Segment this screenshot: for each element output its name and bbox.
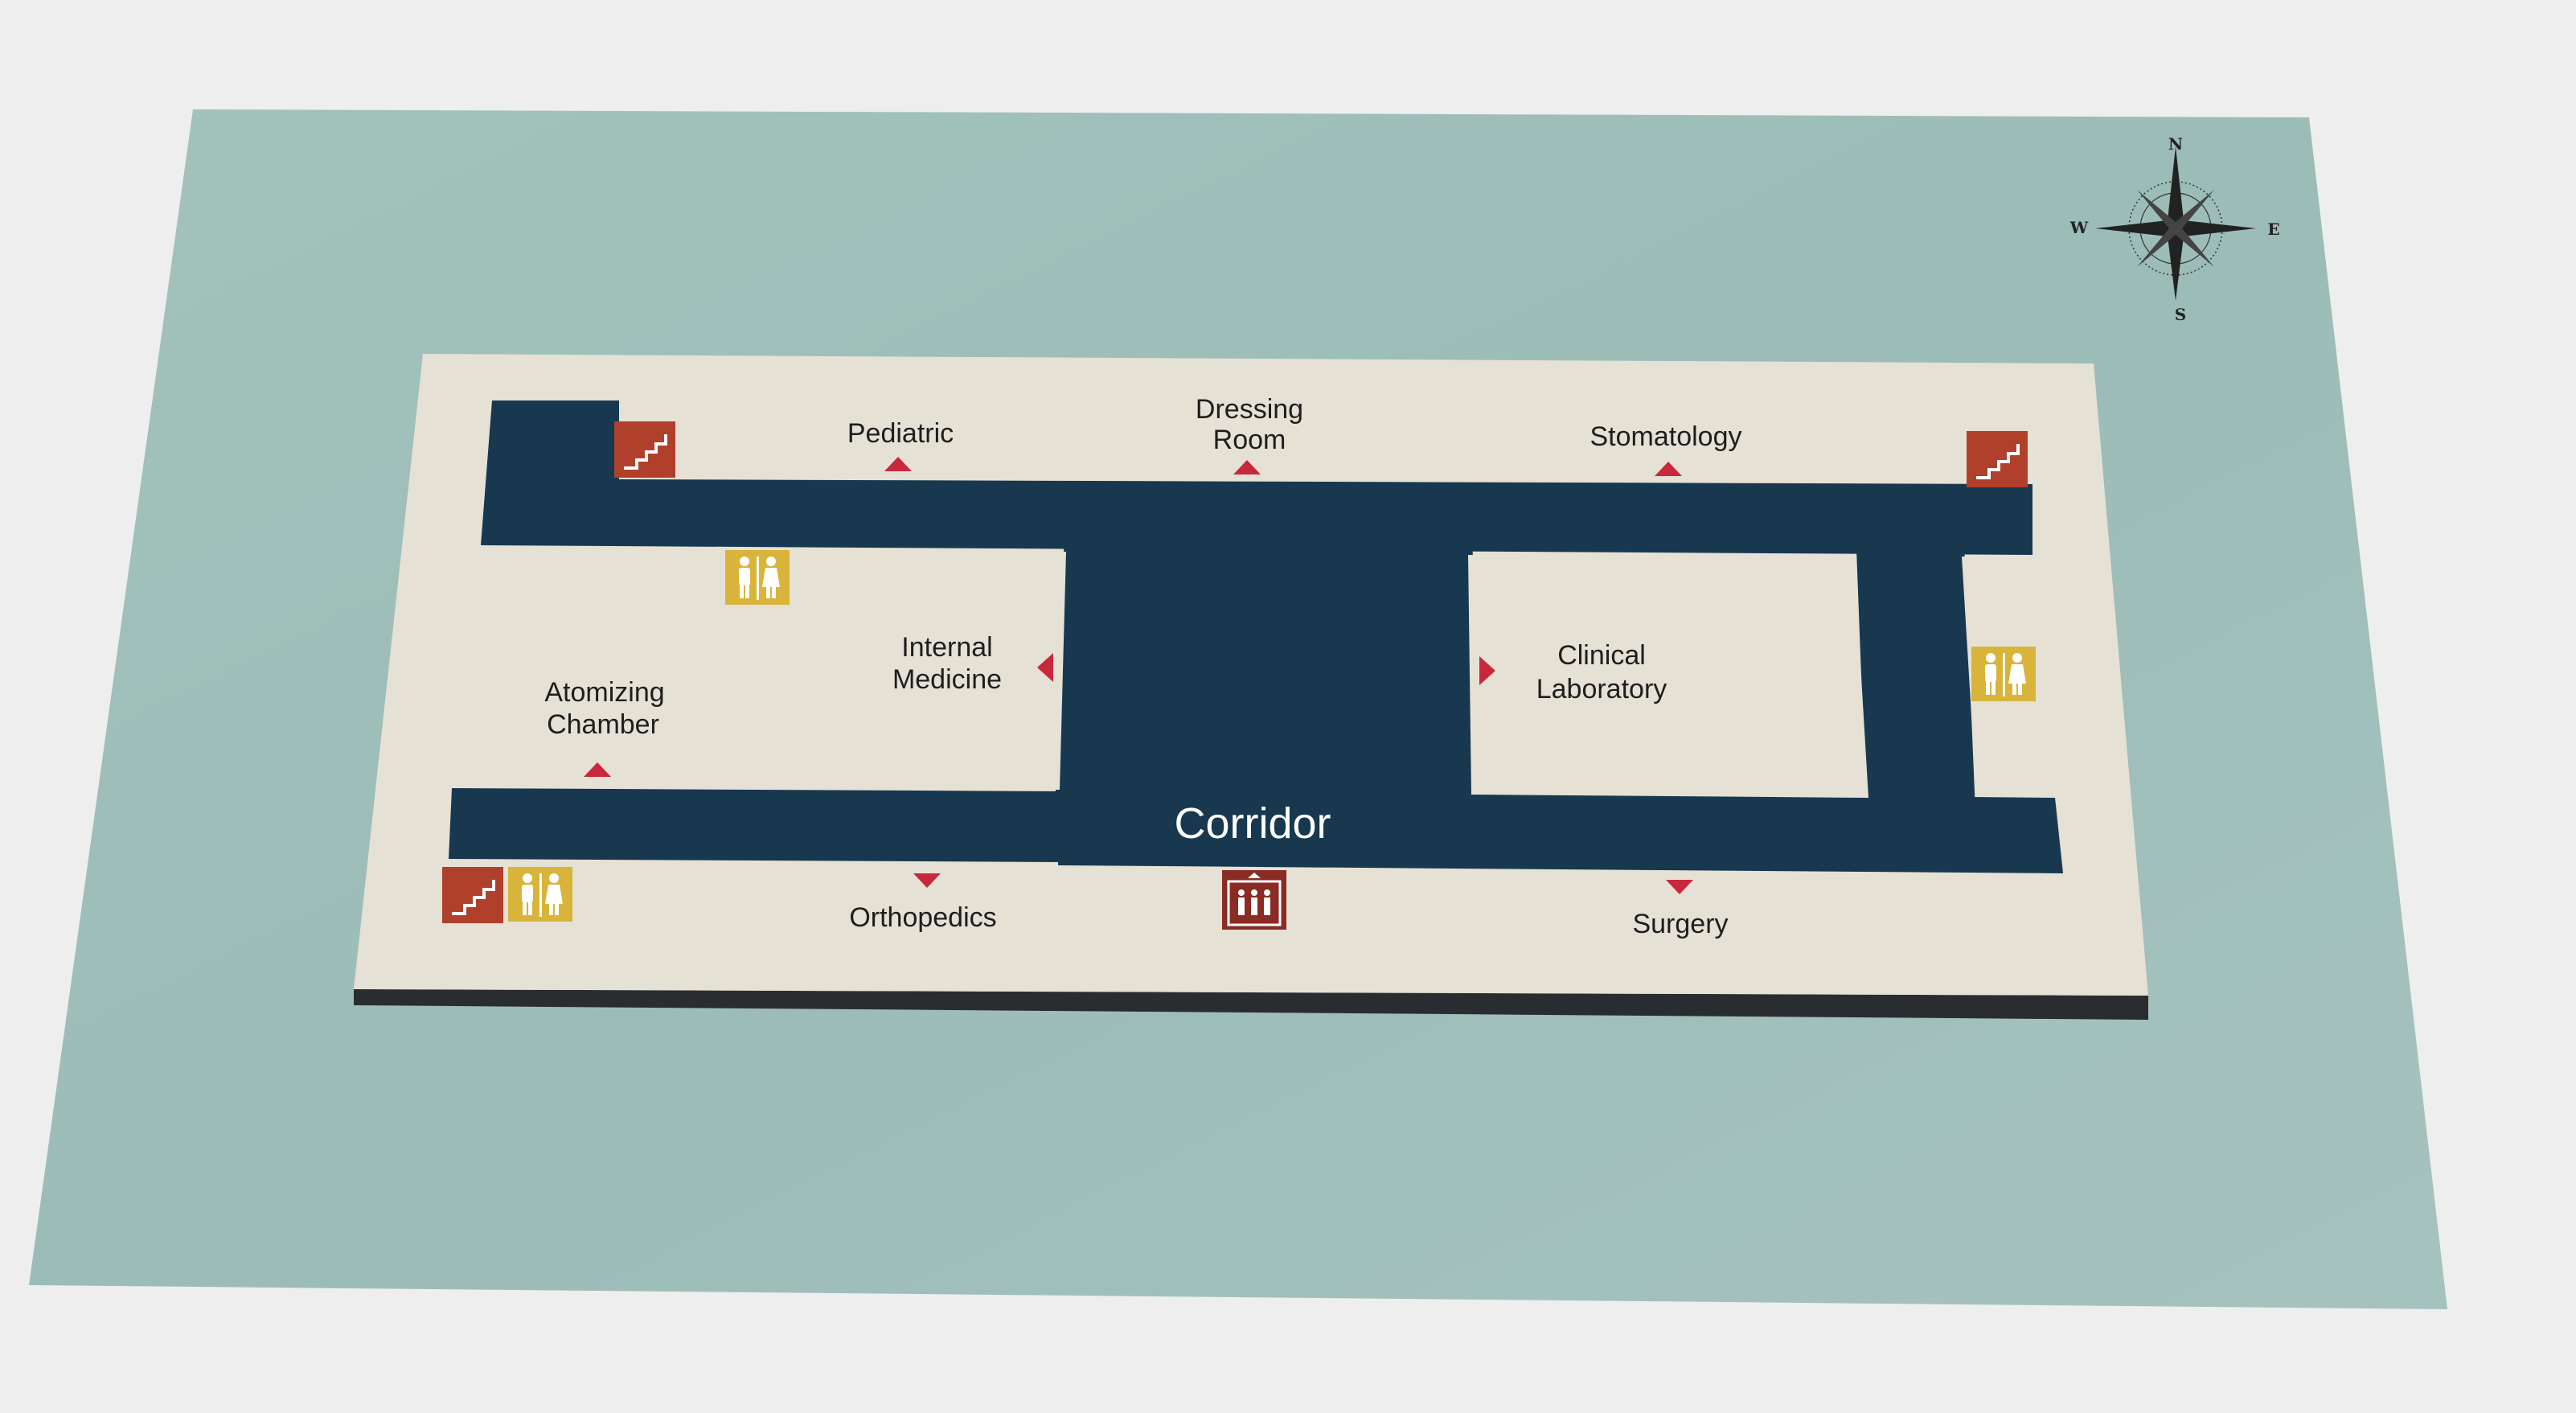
compass-rose-icon: N S E W: [2069, 134, 2280, 324]
compass-west: W: [2069, 218, 2089, 237]
entrance-arrow-icon: [913, 873, 941, 888]
floor-plan: [354, 354, 2148, 1020]
restroom-icon: [508, 867, 572, 922]
compass-east: E: [2267, 220, 2279, 239]
stairs-icon: [1967, 431, 2028, 487]
room-label-dressing-room-line2: Room: [1213, 425, 1286, 455]
stairs-icon: [442, 867, 503, 923]
room-label-internal-medicine-line2: Medicine: [892, 664, 1002, 695]
restroom-icon: [1971, 647, 2036, 701]
entrance-arrow-icon: [1233, 460, 1261, 474]
room-label-orthopedics: Orthopedics: [849, 902, 996, 933]
room-block-internal-medicine: [460, 550, 1066, 790]
entrance-arrow-icon: [1655, 462, 1682, 476]
room-label-clinical-laboratory-line1: Clinical: [1557, 640, 1646, 671]
room-label-pediatric: Pediatric: [847, 418, 954, 449]
entrance-arrow-icon: [1479, 656, 1495, 685]
stairs-icon: [614, 421, 675, 478]
compass-south: S: [2175, 305, 2186, 324]
room-label-atomizing-chamber-line2: Chamber: [547, 709, 659, 740]
room-label-clinical-laboratory-line2: Laboratory: [1536, 674, 1667, 704]
elevator-icon: [1220, 869, 1288, 931]
entrance-arrow-icon: [1666, 880, 1693, 894]
floor-shadow: [354, 989, 2148, 1020]
room-label-surgery: Surgery: [1632, 909, 1728, 939]
room-label-stomatology: Stomatology: [1590, 421, 1742, 452]
entrance-arrow-icon: [1037, 653, 1053, 682]
entrance-arrow-icon: [884, 457, 912, 471]
restroom-icon: [725, 550, 790, 605]
corridor-label: Corridor: [1174, 799, 1331, 848]
room-label-dressing-room-line1: Dressing: [1196, 394, 1303, 425]
room-label-atomizing-chamber-line1: Atomizing: [544, 677, 664, 708]
compass-north: N: [2168, 134, 2183, 154]
corridor: [449, 400, 2063, 873]
room-label-internal-medicine-line1: Internal: [901, 632, 992, 663]
room-block-clinical-laboratory: [1468, 555, 1868, 798]
entrance-arrow-icon: [584, 762, 611, 777]
